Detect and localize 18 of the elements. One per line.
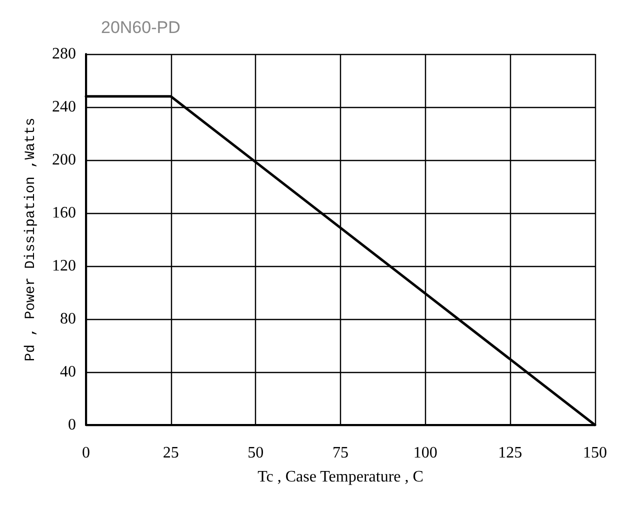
x-tick-label: 25	[162, 444, 179, 462]
x-tick-label: 50	[248, 444, 264, 462]
y-tick-label: 120	[52, 258, 76, 274]
y-tick-label: 280	[52, 46, 76, 62]
y-tick-label: 0	[68, 416, 76, 434]
y-tick-label: 40	[60, 364, 76, 380]
y-tick-label: 200	[52, 152, 76, 168]
y-tick-label: 160	[52, 204, 76, 222]
y-tick-label: 80	[60, 310, 76, 328]
y-axis-title: Pd , Power Dissipation ,Watts	[23, 118, 39, 362]
x-axis-title: Tc , Case Temperature , C	[258, 468, 424, 486]
x-tick-label: 0	[82, 444, 90, 462]
x-tick-label: 75	[332, 444, 348, 462]
x-tick-label: 100	[413, 444, 438, 462]
y-tick-label: 240	[52, 98, 76, 116]
chart-title: 20N60-PD	[101, 18, 180, 37]
x-tick-label: 150	[583, 444, 607, 462]
x-tick-label: 125	[498, 444, 522, 462]
